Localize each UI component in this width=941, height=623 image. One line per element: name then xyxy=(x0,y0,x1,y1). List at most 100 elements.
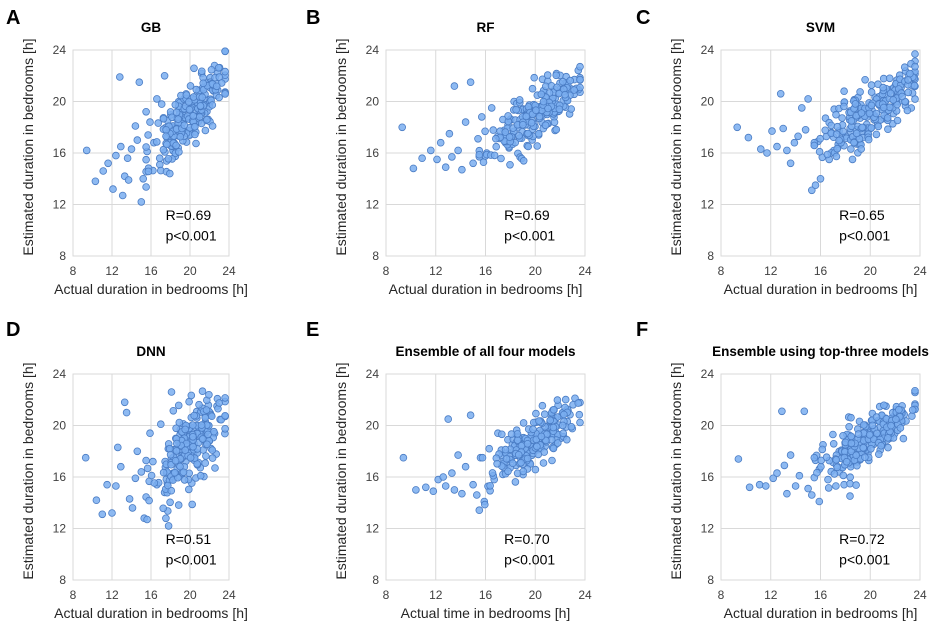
data-point xyxy=(800,407,809,416)
data-point xyxy=(475,506,484,515)
data-point xyxy=(142,183,150,191)
data-point xyxy=(867,101,876,110)
data-point xyxy=(166,169,174,178)
data-point xyxy=(832,110,840,119)
data-point xyxy=(171,468,179,477)
data-point xyxy=(421,483,430,492)
y-axis-label: Estimated duration in bedrooms [h] xyxy=(20,362,36,579)
data-point xyxy=(818,445,827,454)
data-point xyxy=(833,463,841,472)
data-point xyxy=(821,126,829,135)
data-point xyxy=(189,432,197,441)
data-point xyxy=(872,413,881,421)
x-tick-label: 20 xyxy=(529,264,543,278)
data-point xyxy=(497,154,505,163)
data-point xyxy=(173,439,181,448)
data-point xyxy=(539,459,548,467)
x-tick-label: 20 xyxy=(529,588,543,602)
data-point xyxy=(832,482,840,490)
data-point xyxy=(461,462,470,471)
data-point xyxy=(874,450,883,459)
y-tick-label: 24 xyxy=(701,367,715,381)
data-point xyxy=(549,444,558,453)
data-point xyxy=(778,407,786,416)
data-point xyxy=(553,439,562,447)
data-point xyxy=(196,102,205,110)
data-point xyxy=(128,504,137,512)
data-point xyxy=(146,118,154,126)
data-point xyxy=(198,93,207,101)
panel-title: SVM xyxy=(806,20,835,35)
panel-title: Ensemble using top-three models xyxy=(712,344,929,359)
data-point xyxy=(167,388,176,396)
data-point xyxy=(208,122,217,130)
data-point xyxy=(908,412,916,420)
data-point xyxy=(512,106,520,114)
x-tick-label: 8 xyxy=(383,588,390,602)
x-tick-label: 24 xyxy=(913,588,927,602)
data-point xyxy=(162,132,170,141)
data-point xyxy=(196,471,205,480)
data-point xyxy=(114,443,122,452)
data-point xyxy=(439,473,448,481)
data-point xyxy=(398,123,407,132)
data-point xyxy=(847,413,855,422)
data-point xyxy=(574,399,582,407)
data-point xyxy=(761,482,770,490)
correlation-r-text: R=0.70 xyxy=(504,531,550,547)
data-point xyxy=(519,467,528,476)
scatter-panel-d: D DNN 8 12 16 20 24 8 12 16 20 24 Actual duration in… xyxy=(6,319,248,621)
data-point xyxy=(854,430,863,438)
y-tick-label: 20 xyxy=(53,419,67,433)
data-point xyxy=(532,409,540,418)
data-point xyxy=(146,429,154,438)
data-point xyxy=(131,474,140,483)
data-point xyxy=(174,401,183,410)
data-point xyxy=(861,76,869,84)
data-point xyxy=(493,459,501,468)
correlation-r-text: R=0.69 xyxy=(166,207,212,223)
data-point xyxy=(773,142,781,151)
data-point xyxy=(486,481,494,490)
y-tick-label: 20 xyxy=(701,95,715,109)
data-point xyxy=(159,468,168,477)
data-point xyxy=(480,500,489,509)
data-point xyxy=(892,415,900,424)
p-value-text: p<0.001 xyxy=(166,228,217,244)
data-point xyxy=(861,453,869,462)
data-points xyxy=(733,50,919,195)
data-point xyxy=(519,419,528,427)
y-axis-label: Estimated duration in bedrooms [h] xyxy=(333,38,349,255)
x-axis-label: Actual duration in bedrooms [h] xyxy=(724,605,918,621)
panel-letter: F xyxy=(636,319,648,341)
data-point xyxy=(466,411,475,420)
data-point xyxy=(889,96,897,104)
data-point xyxy=(562,435,571,444)
y-tick-label: 8 xyxy=(372,249,379,263)
data-point xyxy=(884,434,892,442)
data-point xyxy=(867,81,876,89)
data-point xyxy=(112,482,120,490)
y-tick-label: 20 xyxy=(366,419,380,433)
data-point xyxy=(487,104,496,112)
data-point xyxy=(190,64,198,73)
data-point xyxy=(835,136,843,145)
data-point xyxy=(99,167,107,175)
data-point xyxy=(858,123,866,132)
data-point xyxy=(412,486,420,494)
data-point xyxy=(211,464,219,472)
x-tick-label: 8 xyxy=(383,264,390,278)
data-points xyxy=(82,47,229,206)
data-point xyxy=(181,425,190,434)
data-point xyxy=(811,181,820,190)
scatter-panel-c: C SVM 8 12 16 20 24 8 12 16 20 24 Actual duration in… xyxy=(636,7,927,297)
data-point xyxy=(399,453,408,462)
x-tick-label: 16 xyxy=(144,264,158,278)
data-point xyxy=(524,129,532,138)
data-point xyxy=(576,418,584,427)
data-point xyxy=(755,480,764,489)
data-point xyxy=(804,484,812,493)
data-point xyxy=(215,93,223,102)
x-tick-label: 12 xyxy=(105,588,119,602)
data-point xyxy=(477,113,486,121)
